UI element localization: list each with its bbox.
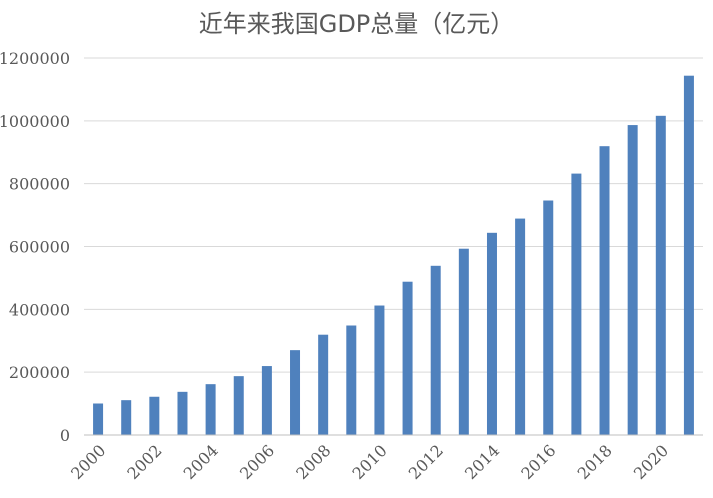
y-tick-label: 800000 — [9, 175, 70, 194]
bar-2011 — [402, 281, 413, 435]
bar-2004 — [205, 384, 216, 435]
bar-2017 — [571, 173, 582, 435]
bar-2000 — [93, 403, 104, 435]
bar-2001 — [121, 400, 132, 435]
bar-2007 — [290, 350, 301, 435]
bar-2020 — [655, 115, 666, 435]
bar-2010 — [374, 305, 385, 435]
x-tick-label: 2018 — [574, 441, 616, 483]
bar-2014 — [486, 232, 497, 435]
chart-title: 近年来我国GDP总量（亿元） — [198, 10, 515, 38]
bar-2019 — [627, 125, 638, 435]
x-tick-label: 2014 — [461, 441, 503, 483]
x-tick-label: 2000 — [67, 441, 109, 483]
x-tick-labels: 2000 2002 2004 2006 2008 2010 2012 2014 2016 2018… — [67, 441, 672, 483]
bar-2015 — [515, 218, 526, 435]
bar-2021 — [683, 75, 694, 435]
grid-lines — [84, 57, 703, 373]
y-tick-label: 400000 — [9, 300, 70, 319]
y-tick-label: 1200000 — [0, 49, 70, 68]
bar-2002 — [149, 396, 160, 435]
y-tick-label: 600000 — [9, 238, 70, 257]
bar-2018 — [599, 146, 610, 435]
bar-2008 — [318, 334, 329, 435]
x-tick-label: 2006 — [236, 441, 278, 483]
bar-2016 — [543, 200, 554, 435]
y-tick-label: 1000000 — [0, 112, 70, 131]
bars — [93, 75, 694, 435]
y-tick-labels: 0 200000 400000 600000 800000 1000000 1200000 — [0, 49, 70, 445]
x-tick-label: 2004 — [180, 441, 222, 483]
x-tick-label: 2020 — [630, 441, 672, 483]
y-tick-label: 200000 — [9, 363, 70, 382]
bar-2012 — [430, 265, 441, 435]
bar-2013 — [458, 248, 469, 435]
bar-2009 — [346, 325, 357, 435]
bar-2003 — [177, 391, 188, 435]
x-tick-label: 2016 — [517, 441, 559, 483]
y-tick-label: 0 — [60, 426, 70, 445]
x-tick-label: 2002 — [123, 441, 165, 483]
x-tick-label: 2012 — [405, 441, 447, 483]
bar-2005 — [233, 376, 244, 435]
bar-2006 — [261, 366, 272, 435]
x-tick-label: 2008 — [292, 441, 334, 483]
x-tick-label: 2010 — [349, 441, 391, 483]
